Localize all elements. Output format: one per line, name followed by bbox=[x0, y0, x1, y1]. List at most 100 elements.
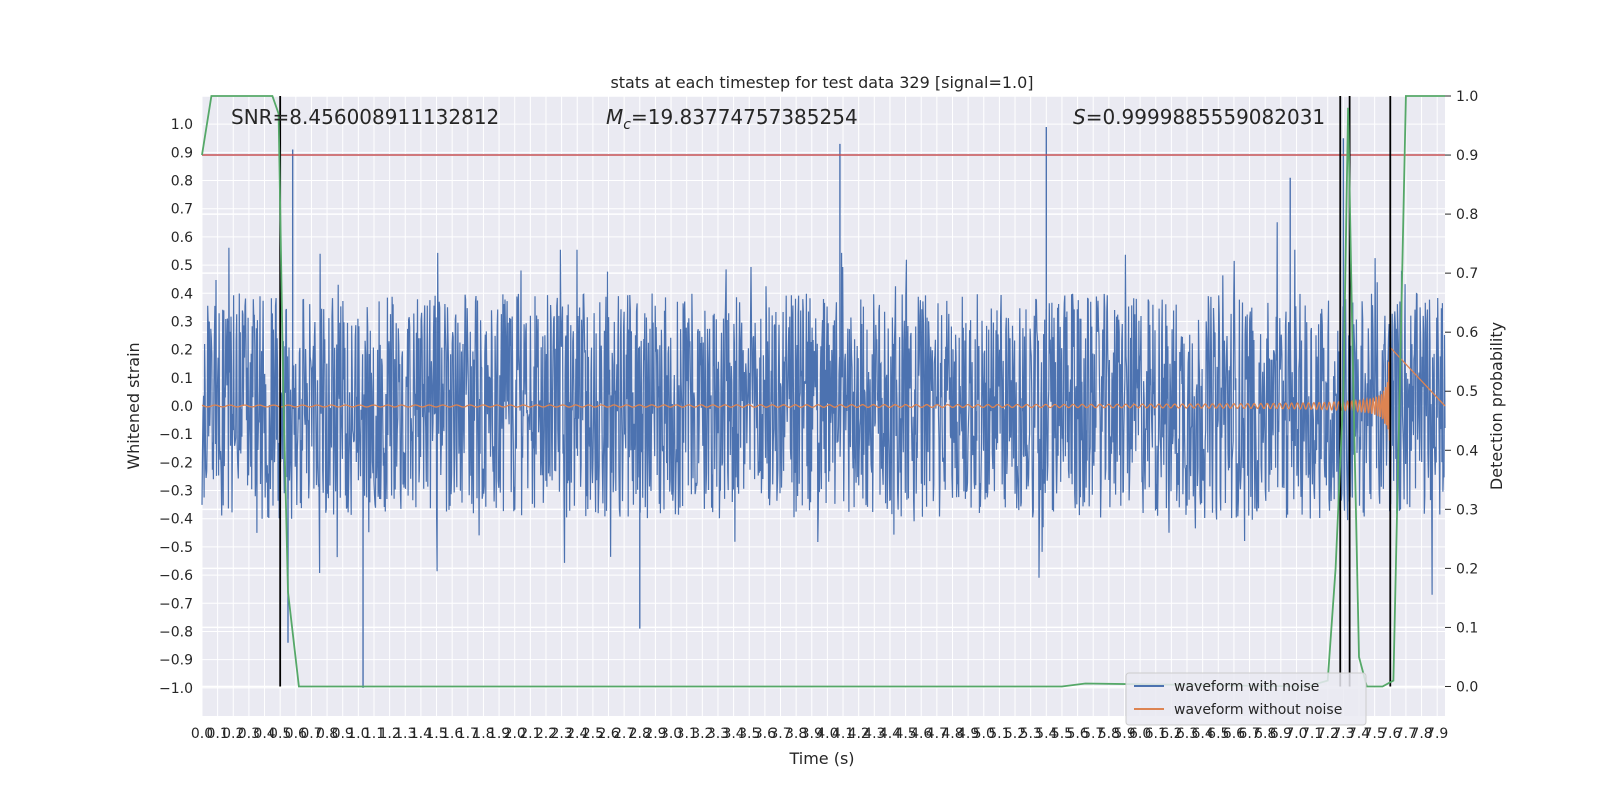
x-tick-label: 0.8 bbox=[316, 726, 338, 742]
x-tick-label: 7.6 bbox=[1379, 726, 1401, 742]
right-y-tick-label: 0.6 bbox=[1456, 325, 1478, 341]
x-tick-label: 3.7 bbox=[769, 726, 791, 742]
x-tick-label: 6.9 bbox=[1270, 726, 1292, 742]
x-tick-label: 0.0 bbox=[191, 726, 213, 742]
x-tick-label: 3.3 bbox=[707, 726, 729, 742]
left-y-tick-labels: 1.0 0.9 0.8 0.7 0.6 0.5 0.4 0.3 0.2 0.1 0.0 −0.1 −0.… bbox=[159, 117, 193, 697]
x-tick-label: 5.0 bbox=[973, 726, 995, 742]
x-tick-label: 3.9 bbox=[801, 726, 823, 742]
x-tick-label: 5.8 bbox=[1098, 726, 1120, 742]
left-y-tick-label: 0.6 bbox=[171, 230, 193, 246]
x-tick-label: 7.3 bbox=[1332, 726, 1354, 742]
left-y-tick-label: −0.2 bbox=[159, 455, 193, 471]
x-tick-label: 3.2 bbox=[691, 726, 713, 742]
x-tick-label: 6.7 bbox=[1238, 726, 1260, 742]
x-tick-label: 2.2 bbox=[535, 726, 557, 742]
x-tick-label: 1.3 bbox=[394, 726, 416, 742]
left-y-tick-label: 0.9 bbox=[171, 145, 193, 161]
left-y-axis-label: Whitened strain bbox=[124, 342, 143, 469]
snr-annotation: SNR=8.456008911132812 bbox=[231, 105, 499, 129]
right-y-tick-label: 0.3 bbox=[1456, 502, 1478, 518]
x-tick-label: 0.5 bbox=[269, 726, 291, 742]
x-tick-label: 1.7 bbox=[457, 726, 479, 742]
x-tick-label: 5.7 bbox=[1082, 726, 1104, 742]
left-y-tick-label: 0.1 bbox=[171, 371, 193, 387]
legend-label-noise: waveform with noise bbox=[1174, 679, 1319, 695]
left-y-tick-label: 0.7 bbox=[171, 202, 193, 218]
x-tick-label: 3.0 bbox=[660, 726, 682, 742]
right-y-axis-label: Detection probability bbox=[1487, 322, 1506, 490]
x-tick-label: 1.6 bbox=[441, 726, 463, 742]
right-y-tick-label: 0.1 bbox=[1456, 620, 1478, 636]
right-y-tick-labels: 1.0 0.9 0.8 0.7 0.6 0.5 0.4 0.3 0.2 0.1 0.0 bbox=[1445, 89, 1478, 695]
legend-box bbox=[1125, 672, 1367, 726]
x-tick-label: 3.6 bbox=[754, 726, 776, 742]
x-tick-label: 2.4 bbox=[566, 726, 588, 742]
left-y-tick-label: −1.0 bbox=[159, 681, 193, 697]
x-tick-label: 2.9 bbox=[644, 726, 666, 742]
x-tick-label: 6.0 bbox=[1129, 726, 1151, 742]
right-y-tick-label: 0.8 bbox=[1456, 207, 1478, 223]
x-tick-label: 1.8 bbox=[472, 726, 494, 742]
x-tick-label: 6.1 bbox=[1145, 726, 1167, 742]
x-tick-labels: 0.00.10.20.30.40.50.60.70.80.91.01.11.21… bbox=[191, 726, 1448, 742]
legend-label-clean: waveform without noise bbox=[1174, 702, 1342, 718]
x-tick-label: 4.8 bbox=[941, 726, 963, 742]
x-tick-label: 0.6 bbox=[285, 726, 307, 742]
x-tick-label: 4.6 bbox=[910, 726, 932, 742]
x-tick-label: 5.9 bbox=[1113, 726, 1135, 742]
x-tick-label: 5.6 bbox=[1066, 726, 1088, 742]
x-tick-label: 2.1 bbox=[519, 726, 541, 742]
x-tick-label: 3.4 bbox=[722, 726, 744, 742]
x-tick-label: 1.1 bbox=[363, 726, 385, 742]
x-tick-label: 2.3 bbox=[550, 726, 572, 742]
left-y-tick-label: −0.5 bbox=[159, 540, 193, 556]
score-annotation: S=0.9999885559082031 bbox=[1073, 105, 1325, 129]
right-y-tick-label: 0.7 bbox=[1456, 266, 1478, 282]
left-y-tick-label: 0.0 bbox=[171, 399, 193, 415]
x-tick-label: 3.5 bbox=[738, 726, 760, 742]
right-y-tick-label: 0.9 bbox=[1456, 148, 1478, 164]
x-tick-label: 7.4 bbox=[1348, 726, 1370, 742]
left-y-tick-label: 0.4 bbox=[171, 286, 193, 302]
x-tick-label: 4.5 bbox=[894, 726, 916, 742]
left-y-tick-label: −0.9 bbox=[159, 653, 193, 669]
x-tick-label: 7.9 bbox=[1426, 726, 1448, 742]
x-tick-label: 6.6 bbox=[1223, 726, 1245, 742]
left-y-tick-label: 0.5 bbox=[171, 258, 193, 274]
x-tick-label: 4.2 bbox=[848, 726, 870, 742]
x-tick-label: 3.1 bbox=[676, 726, 698, 742]
right-y-tick-label: 1.0 bbox=[1456, 89, 1478, 105]
x-tick-label: 0.4 bbox=[253, 726, 275, 742]
left-y-tick-label: −0.3 bbox=[159, 484, 193, 500]
x-tick-label: 0.2 bbox=[222, 726, 244, 742]
x-tick-label: 2.0 bbox=[504, 726, 526, 742]
x-tick-label: 7.8 bbox=[1410, 726, 1432, 742]
x-tick-label: 1.5 bbox=[425, 726, 447, 742]
left-y-tick-label: 0.3 bbox=[171, 314, 193, 330]
x-tick-label: 6.5 bbox=[1207, 726, 1229, 742]
x-tick-label: 1.4 bbox=[410, 726, 432, 742]
x-tick-label: 5.5 bbox=[1051, 726, 1073, 742]
x-tick-label: 6.3 bbox=[1176, 726, 1198, 742]
x-tick-label: 5.1 bbox=[988, 726, 1010, 742]
clean-waveform-line bbox=[201, 346, 1446, 441]
x-tick-label: 0.3 bbox=[238, 726, 260, 742]
right-y-tick-label: 0.4 bbox=[1456, 443, 1478, 459]
x-tick-label: 2.6 bbox=[597, 726, 619, 742]
left-y-tick-label: −0.7 bbox=[159, 596, 193, 612]
chart-title: stats at each timestep for test data 329… bbox=[610, 73, 1033, 92]
left-y-tick-label: −0.6 bbox=[159, 568, 193, 584]
x-tick-label: 4.0 bbox=[816, 726, 838, 742]
x-tick-label: 0.9 bbox=[332, 726, 354, 742]
x-tick-label: 7.7 bbox=[1395, 726, 1417, 742]
x-tick-label: 7.2 bbox=[1317, 726, 1339, 742]
left-y-tick-label: 1.0 bbox=[171, 117, 193, 133]
right-y-tick-label: 0.2 bbox=[1456, 561, 1478, 577]
x-tick-label: 6.2 bbox=[1160, 726, 1182, 742]
x-axis-label: Time (s) bbox=[788, 749, 854, 768]
left-y-tick-label: −0.1 bbox=[159, 427, 193, 443]
x-tick-label: 6.8 bbox=[1254, 726, 1276, 742]
x-tick-label: 7.5 bbox=[1364, 726, 1386, 742]
